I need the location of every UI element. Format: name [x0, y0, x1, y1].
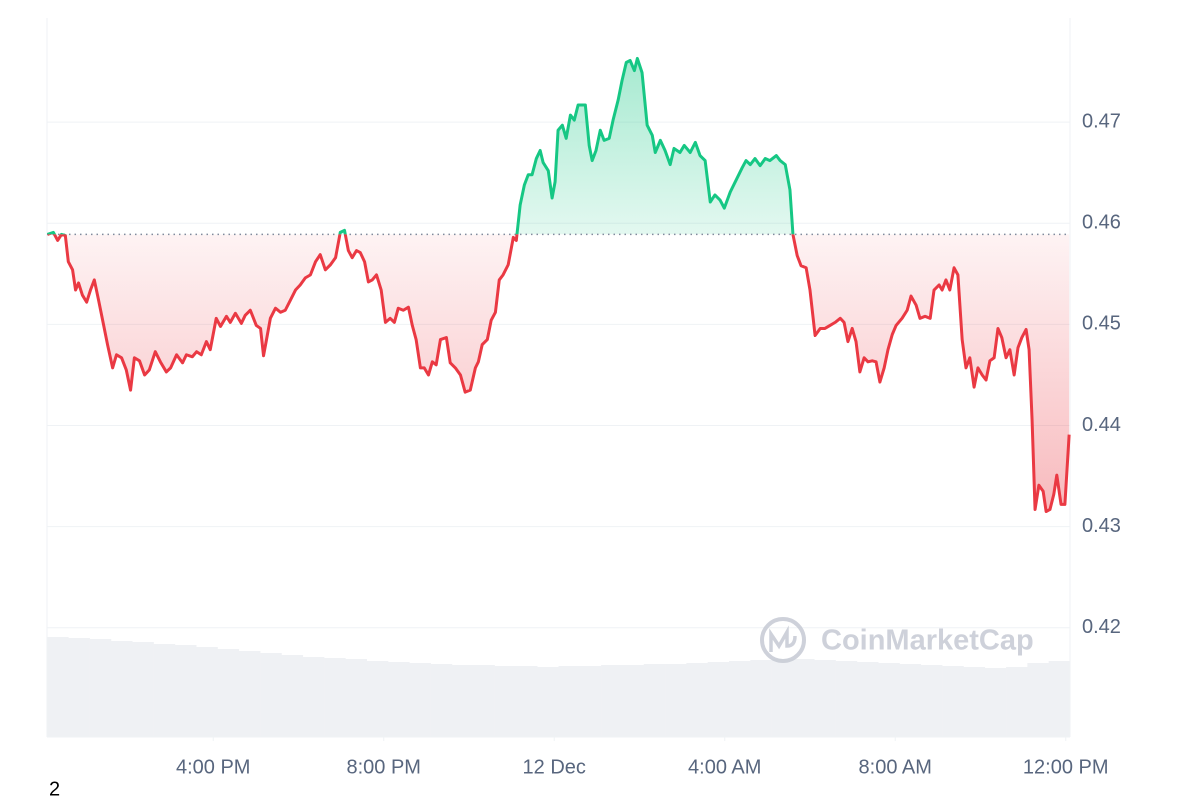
volume-bar: [281, 655, 304, 737]
volume-bar: [196, 647, 218, 737]
corner-label: 2: [49, 778, 60, 800]
volume-bar: [47, 637, 69, 737]
volume-bar: [1006, 667, 1028, 737]
volume-bar: [856, 662, 879, 737]
volume-bar: [515, 666, 538, 737]
volume-bar: [750, 660, 772, 737]
volume-bar: [707, 662, 730, 737]
price-line-down: [47, 234, 1071, 513]
y-tick-label: 0.43: [1082, 515, 1121, 537]
volume-bar: [686, 663, 708, 737]
volume-bar: [153, 644, 176, 737]
volume-bar: [835, 661, 858, 737]
volume-bar: [238, 651, 261, 737]
volume-bar: [558, 666, 581, 737]
volume-bar: [814, 660, 836, 737]
volume-bar: [622, 665, 645, 737]
volume-bar: [899, 664, 922, 737]
volume-bar: [345, 659, 367, 737]
x-tick-label: 12 Dec: [523, 756, 586, 778]
volume-bar: [643, 664, 666, 737]
volume-bar: [473, 665, 495, 737]
volume-bar: [430, 664, 453, 737]
volume-bar: [366, 661, 389, 737]
x-tick-label: 4:00 PM: [176, 756, 250, 778]
volume-bar: [132, 642, 154, 737]
volume-bar: [494, 666, 517, 737]
watermark: CoinMarketCap: [760, 617, 1034, 663]
volume-bar: [89, 639, 112, 737]
volume-bar: [451, 665, 474, 737]
watermark-text: CoinMarketCap: [821, 625, 1034, 657]
volume-bar: [217, 649, 240, 737]
volume-bar: [1048, 661, 1071, 737]
area-down: [47, 234, 1070, 512]
volume-bar: [110, 641, 133, 737]
volume-bar: [942, 666, 964, 737]
volume-bar: [665, 664, 687, 737]
volume-bar: [579, 666, 602, 737]
volume-bar: [984, 668, 1007, 737]
volume-bar: [409, 663, 431, 737]
y-tick-label: 0.46: [1082, 212, 1121, 234]
x-tick-label: 4:00 AM: [688, 756, 761, 778]
volume-bar: [388, 662, 410, 737]
y-tick-label: 0.45: [1082, 313, 1121, 335]
volume-bar: [174, 645, 197, 737]
y-tick-label: 0.44: [1082, 414, 1121, 436]
volume-bar: [68, 638, 90, 737]
volume-bar: [878, 663, 900, 737]
volume-bar: [324, 658, 346, 737]
volume-bar: [260, 653, 282, 737]
y-tick-label: 0.47: [1082, 110, 1121, 132]
volume-bar: [920, 665, 943, 737]
x-tick-label: 8:00 PM: [346, 756, 420, 778]
x-tick-label: 12:00 PM: [1023, 756, 1109, 778]
price-line-up: [46, 56, 795, 235]
watermark-logo: [760, 617, 806, 663]
volume-bar: [771, 659, 794, 737]
watermark-logo-mark: [769, 625, 797, 652]
volume-bar: [963, 667, 986, 737]
area-up: [47, 58, 793, 235]
x-tick-label: 8:00 AM: [859, 756, 932, 778]
volume-bar: [302, 657, 325, 737]
volume-bar: [792, 659, 815, 737]
volume-bar: [1027, 663, 1049, 737]
volume-bar: [537, 667, 559, 737]
volume-bar: [729, 661, 751, 737]
volume-bar: [601, 665, 623, 737]
y-tick-label: 0.42: [1082, 616, 1121, 638]
